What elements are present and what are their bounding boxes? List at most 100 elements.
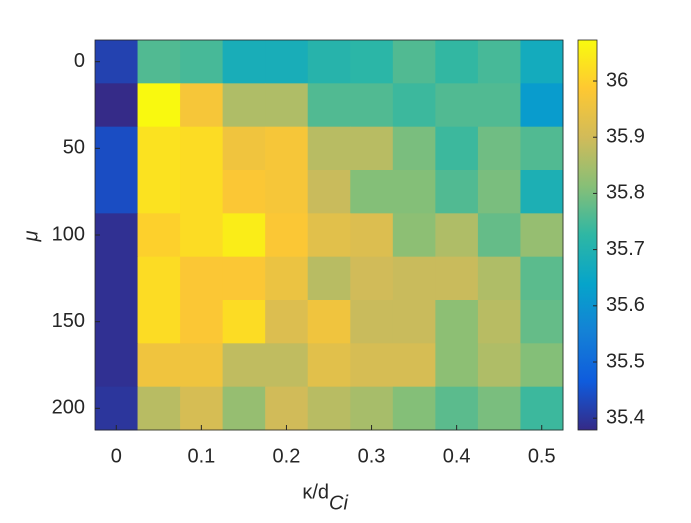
heatmap-cell: [392, 40, 436, 84]
heatmap-cell: [265, 386, 309, 431]
heatmap-cell: [95, 386, 139, 431]
heatmap-cell: [307, 170, 351, 214]
heatmap-cell: [520, 126, 564, 171]
heatmap-cell: [137, 40, 181, 84]
heatmap-cell: [265, 83, 309, 128]
heatmap-cell: [180, 300, 224, 344]
heatmap-cell: [350, 170, 394, 214]
heatmap-cell: [435, 40, 479, 84]
heatmap-cell: [307, 386, 351, 431]
heatmap-cell: [392, 213, 436, 258]
heatmap-cell: [435, 213, 479, 258]
x-tick-label: 0.5: [528, 445, 556, 467]
y-tick-label: 200: [52, 397, 85, 419]
heatmap-cell: [137, 213, 181, 258]
heatmap-cell: [222, 40, 266, 84]
heatmap-cell: [392, 300, 436, 344]
heatmap-cell: [137, 83, 181, 128]
colorbar-tick-label: 35.6: [606, 294, 645, 316]
heatmap-cell: [137, 343, 181, 388]
colorbar: [577, 39, 598, 431]
x-axis-label-subscript: Ci: [329, 492, 348, 514]
heatmap-cell: [95, 170, 139, 214]
heatmap-cell: [350, 256, 394, 301]
heatmap-cell: [137, 386, 181, 431]
y-tick-label: 50: [63, 137, 85, 159]
heatmap-cell: [307, 40, 351, 84]
heatmap-cell: [95, 213, 139, 258]
heatmap-cell: [137, 300, 181, 344]
heatmap-cell: [435, 386, 479, 431]
heatmap-cell: [350, 40, 394, 84]
heatmap-cell: [392, 126, 436, 171]
heatmap-cell: [435, 83, 479, 128]
heatmap-cell: [307, 343, 351, 388]
heatmap-cell: [392, 343, 436, 388]
heatmap-cell: [95, 83, 139, 128]
heatmap-cell: [520, 300, 564, 344]
heatmap-cell: [350, 83, 394, 128]
x-tick-label: 0.1: [187, 445, 215, 467]
heatmap-cell: [222, 386, 266, 431]
y-tick-label: 100: [52, 223, 85, 245]
heatmap-cell: [520, 40, 564, 84]
heatmap-cell: [520, 386, 564, 431]
heatmap-cell: [392, 256, 436, 301]
heatmap-cell: [222, 213, 266, 258]
x-tick-label: 0: [111, 445, 122, 467]
heatmap-cell: [520, 256, 564, 301]
x-tick-label: 0.2: [273, 445, 301, 467]
heatmap-cell: [265, 40, 309, 84]
colorbar-tick-label: 35.4: [606, 406, 645, 428]
heatmap-cell: [477, 170, 521, 214]
heatmap-cell: [222, 256, 266, 301]
heatmap-cell: [95, 300, 139, 344]
heatmap-cell: [520, 343, 564, 388]
heatmap-cell: [222, 83, 266, 128]
heatmap-cell: [392, 170, 436, 214]
heatmap-cell: [307, 256, 351, 301]
heatmap-cell: [180, 170, 224, 214]
colorbar-tick-label: 35.9: [606, 126, 645, 148]
y-tick-label: 150: [52, 310, 85, 332]
heatmap-cell: [180, 40, 224, 84]
heatmap-cell: [477, 213, 521, 258]
heatmap-cell: [95, 256, 139, 301]
heatmap-cell: [520, 83, 564, 128]
heatmap-cell: [180, 386, 224, 431]
heatmap-cell: [350, 300, 394, 344]
heatmap-cell: [477, 256, 521, 301]
heatmap-cell: [137, 170, 181, 214]
heatmap-cell: [180, 83, 224, 128]
heatmap-cell: [137, 256, 181, 301]
colorbar-tick-label: 36: [606, 69, 628, 91]
heatmap-cell: [180, 256, 224, 301]
heatmap-cell: [222, 300, 266, 344]
heatmap-cell: [477, 300, 521, 344]
heatmap-cell: [435, 300, 479, 344]
heatmap-cell: [265, 256, 309, 301]
heatmap-cell: [265, 126, 309, 171]
heatmap-cell: [477, 386, 521, 431]
heatmap-cell: [477, 83, 521, 128]
heatmap-cell: [307, 126, 351, 171]
x-tick-label: 0.3: [358, 445, 386, 467]
heatmap-cell: [350, 343, 394, 388]
colorbar-tick-label: 35.8: [606, 182, 645, 204]
colorbar-tick-label: 35.7: [606, 238, 645, 260]
heatmap-cell: [95, 40, 139, 84]
heatmap-cell: [392, 83, 436, 128]
x-tick-label: 0.4: [443, 445, 471, 467]
heatmap-cell: [95, 126, 139, 171]
heatmap-cell: [477, 40, 521, 84]
heatmap-cell: [435, 126, 479, 171]
heatmap-cell: [222, 126, 266, 171]
heatmap-cell: [265, 343, 309, 388]
heatmap-cell: [307, 213, 351, 258]
heatmap-cell: [435, 343, 479, 388]
heatmap-cell: [95, 343, 139, 388]
heatmap-cell: [180, 343, 224, 388]
heatmap-cell: [265, 213, 309, 258]
heatmap-cell: [520, 213, 564, 258]
